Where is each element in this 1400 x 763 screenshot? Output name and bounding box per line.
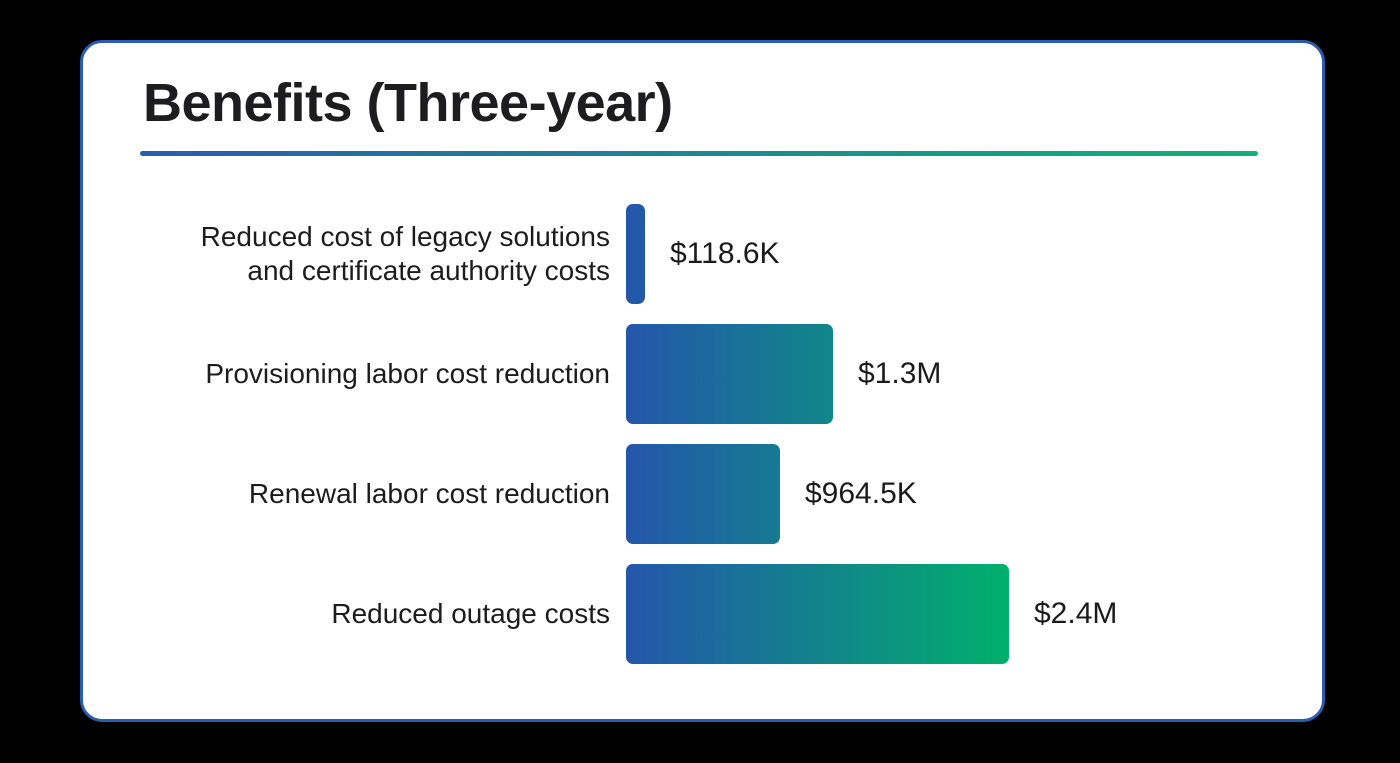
category-label-line: and certificate authority costs [247,255,610,286]
value-label: $964.5K [805,477,917,510]
chart-row: Renewal labor cost reduction $964.5K [83,444,1322,544]
category-label-line: Reduced cost of legacy solutions [200,221,610,252]
benefits-card: Benefits (Three-year) Reduced cost of le… [80,40,1325,722]
category-label: Reduced cost of legacy solutions and cert… [83,204,610,304]
category-label: Reduced outage costs [83,564,610,664]
category-label: Renewal labor cost reduction [83,444,610,544]
bar [626,444,780,544]
value-label: $118.6K [670,237,780,270]
chart-row: Reduced outage costs $2.4M [83,564,1322,664]
category-label-line: Provisioning labor cost reduction [205,358,610,389]
bar-chart: Reduced cost of legacy solutions and cert… [83,204,1322,684]
bar [626,324,833,424]
bar [626,564,1009,664]
category-label: Provisioning labor cost reduction [83,324,610,424]
title-divider [140,151,1258,156]
chart-title: Benefits (Three-year) [143,73,673,133]
bar [626,204,645,304]
value-label: $1.3M [858,357,942,390]
chart-row: Provisioning labor cost reduction $1.3M [83,324,1322,424]
category-label-line: Reduced outage costs [331,598,610,629]
chart-row: Reduced cost of legacy solutions and cert… [83,204,1322,304]
value-label: $2.4M [1034,597,1118,630]
category-label-line: Renewal labor cost reduction [248,478,610,509]
